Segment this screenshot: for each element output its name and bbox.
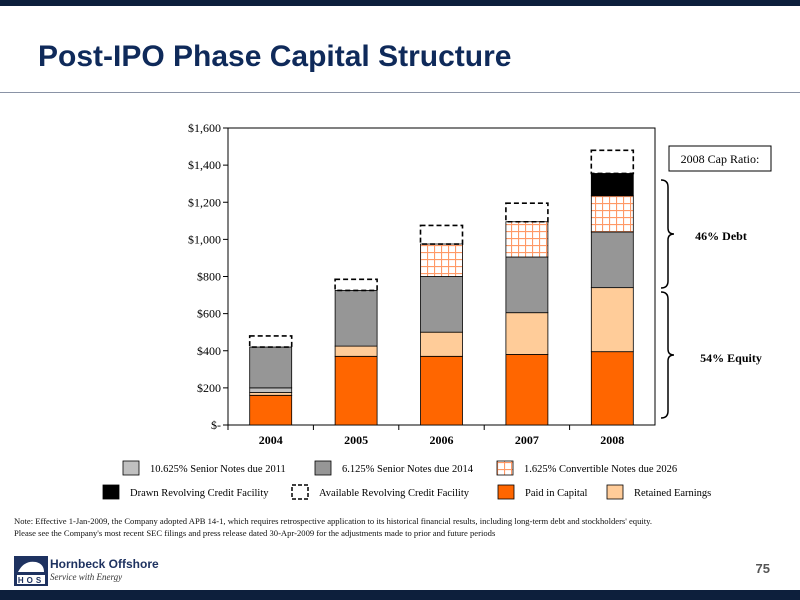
legend-label-available_revolver: Available Revolving Credit Facility <box>319 488 470 499</box>
bar-segment-paid_in_capital <box>334 355 378 426</box>
footnote-line: Please see the Company's most recent SEC… <box>14 528 496 538</box>
y-tick-label: $600 <box>197 307 221 321</box>
y-tick-label: $1,400 <box>188 158 221 172</box>
bar-segment-notes_2014 <box>420 276 463 333</box>
bar-segment-available_revolver <box>505 202 549 223</box>
y-tick-label: $1,200 <box>188 195 221 209</box>
bar-segment-notes_2014 <box>334 290 378 347</box>
bar-segment-notes_2011 <box>249 387 293 393</box>
legend-label-retained_earnings: Retained Earnings <box>634 488 711 499</box>
legend-label-convertible_2026: 1.625% Convertible Notes due 2026 <box>524 464 677 475</box>
bar-segment-retained_earnings <box>420 331 463 357</box>
bar-segment-available_revolver <box>248 335 293 348</box>
bar-segment-convertible_2026 <box>420 243 463 277</box>
logo-letters: HOS <box>18 576 44 585</box>
footnote-line: Note: Effective 1-Jan-2009, the Company … <box>14 516 653 526</box>
y-tick-label: $800 <box>197 270 221 284</box>
bar-segment-retained_earnings <box>249 392 293 396</box>
y-tick-label: $1,600 <box>188 121 221 135</box>
top-band <box>0 0 800 6</box>
x-tick-label: 2008 <box>600 433 624 447</box>
cap-ratio-label: 2008 Cap Ratio: <box>681 152 760 166</box>
bar-segment-available_revolver <box>590 149 635 175</box>
legend-swatch-notes_2011 <box>122 460 140 476</box>
bar-segment-available_revolver <box>419 224 464 245</box>
x-tick-label: 2006 <box>430 433 454 447</box>
x-tick-label: 2007 <box>515 433 539 447</box>
hos-logo: HOS <box>14 556 48 586</box>
bar-segment-notes_2014 <box>249 346 293 389</box>
bottom-band <box>0 590 800 600</box>
legend-label-paid_in_capital: Paid in Capital <box>525 488 587 499</box>
bar-segment-notes_2014 <box>590 231 634 289</box>
bar-segment-paid_in_capital <box>249 394 293 426</box>
debt-label: 46% Debt <box>695 229 747 243</box>
legend-swatch-drawn_revolver <box>102 484 120 500</box>
capital-structure-chart: $- $200 $400 $600 $800 $1,000 $1,200 $1,400 $1,6… <box>102 121 772 500</box>
legend-swatch-notes_2014 <box>314 460 332 476</box>
bar-segment-convertible_2026 <box>505 221 549 258</box>
page-title: Post-IPO Phase Capital Structure <box>38 40 512 73</box>
bar-segment-paid_in_capital <box>505 354 549 426</box>
bar-segment-convertible_2026 <box>590 195 634 233</box>
legend-label-drawn_revolver: Drawn Revolving Credit Facility <box>130 488 269 499</box>
bar-segment-retained_earnings <box>590 287 634 353</box>
legend-label-notes_2011: 10.625% Senior Notes due 2011 <box>150 464 286 475</box>
bar-segment-notes_2014 <box>505 256 549 314</box>
logo-name: Hornbeck Offshore <box>50 557 159 571</box>
bar-segment-available_revolver <box>334 278 378 292</box>
legend-swatch-retained_earnings <box>606 484 624 500</box>
bar-segment-paid_in_capital <box>420 355 463 426</box>
bar-segment-retained_earnings <box>334 345 378 357</box>
legend-label-notes_2014: 6.125% Senior Notes due 2014 <box>342 464 474 475</box>
bar-segment-paid_in_capital <box>590 351 634 426</box>
footnote: Note: Effective 1-Jan-2009, the Company … <box>14 515 794 539</box>
debt-bracket <box>660 179 675 289</box>
x-tick-label: 2005 <box>344 433 368 447</box>
title-divider <box>0 92 800 93</box>
legend-swatch-paid_in_capital <box>497 484 515 500</box>
y-tick-label: $200 <box>197 381 221 395</box>
x-tick-label: 2004 <box>259 433 283 447</box>
logo-tagline: Service with Energy <box>50 572 123 582</box>
y-tick-label: $- <box>211 418 221 432</box>
equity-label: 54% Equity <box>700 351 762 365</box>
equity-bracket <box>660 291 675 419</box>
bar-segment-retained_earnings <box>505 312 549 355</box>
legend-swatch-available_revolver <box>291 484 309 500</box>
cap-ratio-box <box>668 145 772 172</box>
page-number: 75 <box>755 561 770 576</box>
legend-swatch-convertible_2026 <box>496 460 514 476</box>
bar-segment-drawn_revolver <box>590 173 634 197</box>
y-tick-label: $400 <box>197 344 221 358</box>
y-tick-label: $1,000 <box>188 232 221 246</box>
